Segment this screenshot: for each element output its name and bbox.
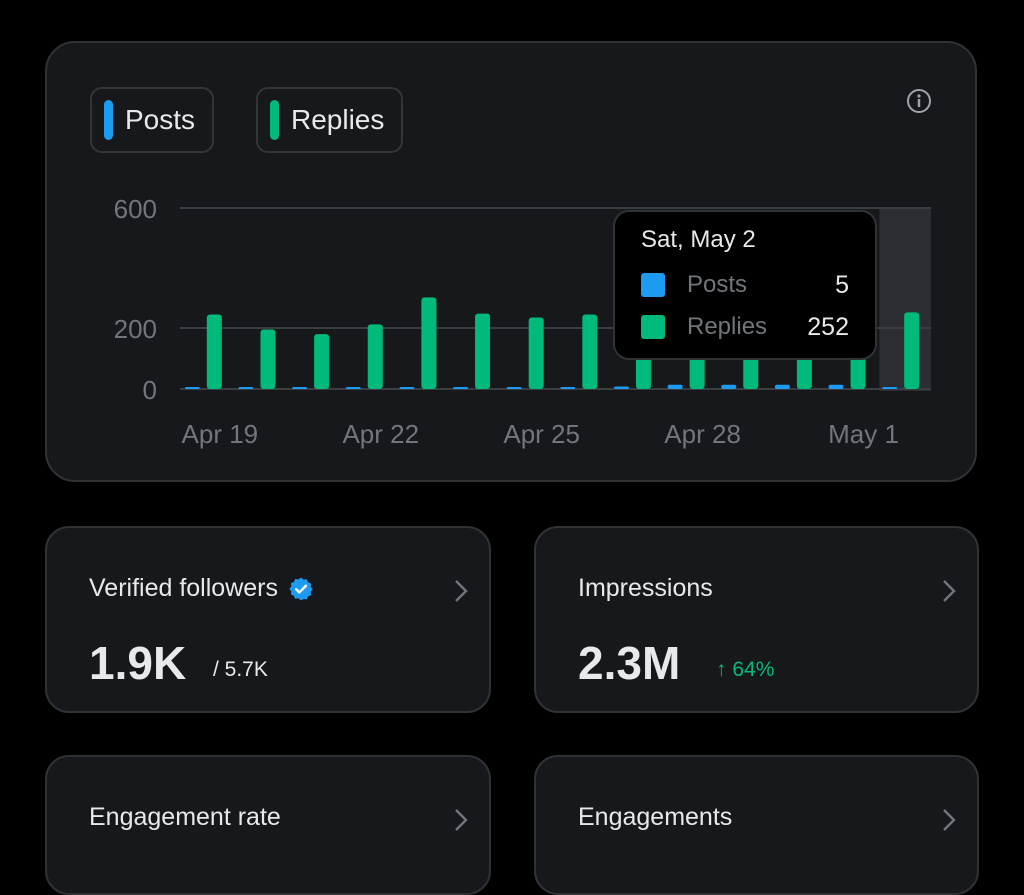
bar-posts	[292, 387, 308, 389]
tooltip-posts-label: Posts	[687, 271, 748, 298]
x-tick-label: May 1	[828, 419, 899, 449]
metric-card-engagement-rate[interactable]: Engagement rate	[45, 755, 491, 895]
legend-replies-swatch	[270, 100, 279, 140]
bar-replies	[582, 314, 598, 389]
y-tick-label: 600	[114, 194, 157, 224]
chevron-right-icon	[455, 809, 468, 831]
metric-title-label: Verified followers	[89, 574, 278, 602]
chevron-right-icon	[455, 580, 468, 602]
metric-title: Engagement rate	[89, 803, 281, 832]
metric-title: Verified followers	[89, 574, 314, 603]
tooltip-posts-value: 5	[835, 270, 849, 299]
legend-replies-label: Replies	[291, 104, 385, 135]
bar-replies	[260, 329, 276, 389]
y-tick-label: 0	[143, 375, 157, 405]
metric-title: Impressions	[578, 574, 713, 603]
legend-replies-toggle[interactable]: Replies	[256, 87, 403, 153]
y-tick-label: 200	[114, 314, 157, 344]
legend-posts-swatch	[104, 100, 113, 140]
metric-change-badge: ↑ 64%	[716, 658, 775, 681]
bar-replies	[904, 312, 920, 389]
chevron-right-icon	[943, 809, 956, 831]
verified-badge-icon	[289, 577, 313, 600]
bar-posts	[560, 387, 576, 389]
tooltip-replies-swatch	[641, 315, 665, 339]
chevron-right-icon	[943, 580, 956, 602]
bar-posts	[453, 387, 469, 389]
legend-posts-label: Posts	[125, 104, 196, 135]
x-tick-label: Apr 28	[664, 419, 741, 449]
metric-title-label: Engagements	[578, 803, 733, 831]
tooltip-row-replies: Replies 252	[641, 306, 849, 348]
metric-value: 1.9K	[89, 637, 187, 689]
info-icon[interactable]	[906, 88, 932, 114]
bar-replies	[206, 314, 222, 389]
bar-posts	[399, 387, 415, 389]
bar-replies	[475, 313, 491, 389]
tooltip-posts-swatch	[641, 273, 665, 297]
metric-card-engagements[interactable]: Engagements	[534, 755, 979, 895]
bar-posts	[184, 387, 200, 389]
x-tick-label: Apr 25	[503, 419, 580, 449]
tooltip-replies-value: 252	[807, 312, 849, 341]
bar-posts	[882, 387, 898, 389]
chart-tooltip: Sat, May 2 Posts 5 Replies 252	[613, 210, 877, 360]
bar-posts	[238, 387, 254, 389]
metric-card-impressions[interactable]: Impressions 2.3M ↑ 64%	[534, 526, 979, 713]
metric-title-label: Impressions	[578, 574, 713, 602]
metric-card-verified-followers[interactable]: Verified followers 1.9K / 5.7K	[45, 526, 491, 713]
bar-posts	[774, 384, 790, 389]
bar-replies	[314, 334, 330, 389]
legend-posts-toggle[interactable]: Posts	[90, 87, 214, 153]
bar-posts	[667, 384, 683, 389]
bar-posts	[721, 384, 737, 389]
bar-replies	[528, 317, 544, 389]
tooltip-date: Sat, May 2	[641, 226, 756, 253]
bar-posts	[506, 387, 522, 389]
metric-total: / 5.7K	[213, 658, 268, 681]
tooltip-replies-label: Replies	[687, 313, 768, 340]
metric-title: Engagements	[578, 803, 732, 832]
bar-replies	[367, 324, 383, 389]
metric-title-label: Engagement rate	[89, 803, 281, 831]
bar-posts	[613, 386, 629, 389]
x-tick-label: Apr 19	[182, 419, 259, 449]
bar-posts	[345, 387, 361, 389]
metric-value: 2.3M	[578, 637, 681, 689]
bar-replies	[421, 297, 437, 389]
bar-posts	[828, 384, 844, 389]
chart-card: Posts Replies 600 200 0 Apr 19 Apr 22 Apr 25 A…	[45, 41, 977, 482]
x-tick-label: Apr 22	[342, 419, 419, 449]
tooltip-row-posts: Posts 5	[641, 264, 849, 306]
